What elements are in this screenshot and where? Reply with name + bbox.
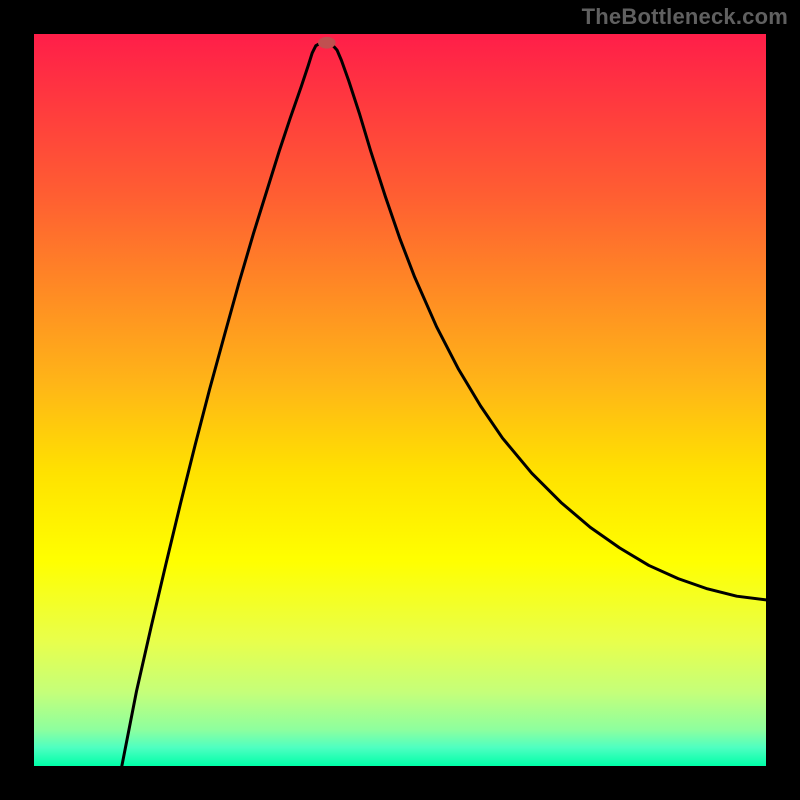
watermark-text: TheBottleneck.com <box>582 4 788 30</box>
plot-area <box>34 34 766 766</box>
minimum-marker <box>318 37 336 49</box>
chart-svg <box>34 34 766 766</box>
chart-container: TheBottleneck.com <box>0 0 800 800</box>
